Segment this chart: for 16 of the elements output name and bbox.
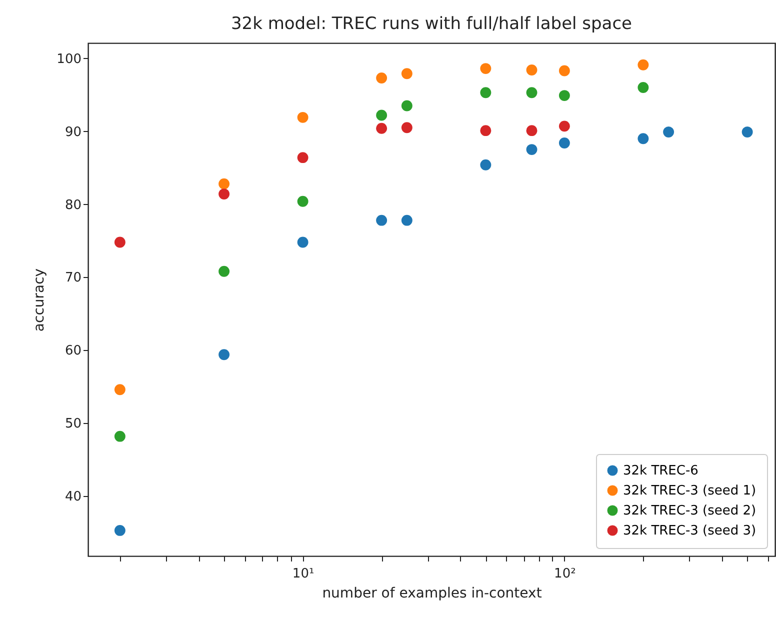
y-tick-label: 80 xyxy=(64,198,82,213)
y-tick-label: 60 xyxy=(64,344,82,359)
y-axis-title: accuracy xyxy=(32,268,48,332)
x-tick-label: 10¹ xyxy=(292,566,314,582)
y-tick-label: 40 xyxy=(64,490,82,505)
legend-label: 32k TREC-3 (seed 1) xyxy=(623,484,756,498)
legend-label: 32k TREC-3 (seed 3) xyxy=(623,524,756,538)
legend-label: 32k TREC-6 xyxy=(623,464,698,478)
y-tick-label: 70 xyxy=(64,270,82,286)
chart-title: 32k model: TREC runs with full/half label space xyxy=(230,14,632,34)
legend-label: 32k TREC-3 (seed 2) xyxy=(623,504,756,518)
y-tick-label: 50 xyxy=(64,416,82,432)
y-tick-label: 90 xyxy=(64,124,82,140)
x-axis-title: number of examples in-context xyxy=(322,586,542,602)
y-tick-label: 100 xyxy=(56,52,82,67)
x-tick-label: 10² xyxy=(554,566,576,582)
